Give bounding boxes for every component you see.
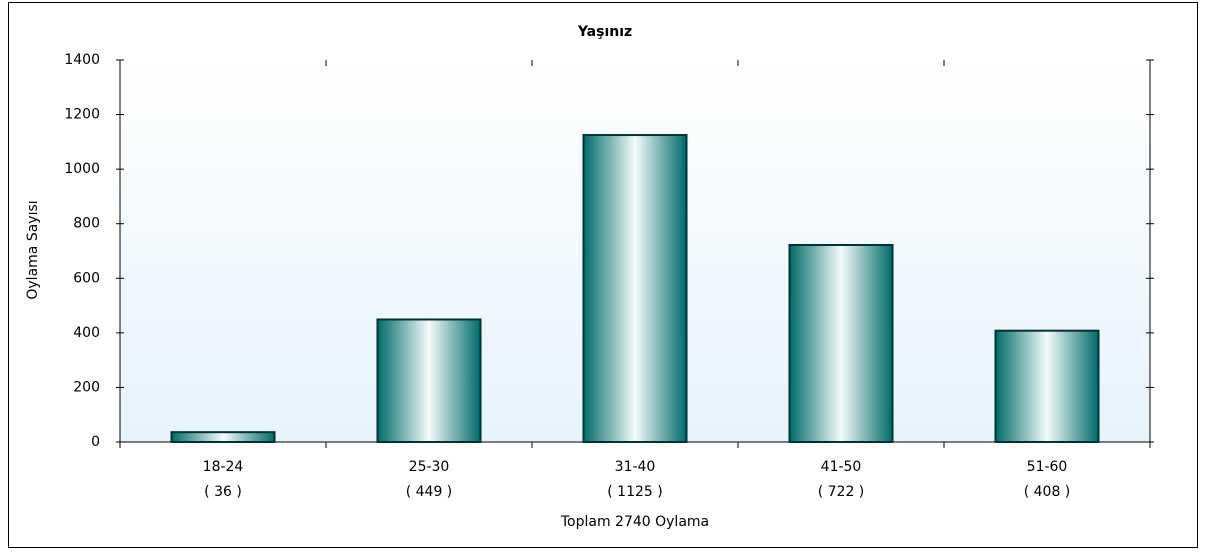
- bar: [994, 329, 1100, 443]
- y-tick-label: 0: [91, 434, 100, 450]
- value-label: ( 722 ): [818, 484, 865, 500]
- chart-title: Yaşınız: [577, 24, 632, 40]
- x-tick-label: 18-24: [203, 459, 244, 475]
- x-tick-label: 41-50: [821, 459, 862, 475]
- y-tick-label: 1400: [64, 52, 100, 68]
- bar: [582, 134, 688, 444]
- bar: [376, 318, 482, 444]
- value-label: ( 449 ): [406, 484, 453, 500]
- value-label: ( 36 ): [204, 484, 242, 500]
- y-tick-label: 400: [73, 325, 100, 341]
- value-label: ( 1125 ): [607, 484, 662, 500]
- y-tick-label: 1000: [64, 161, 100, 177]
- value-label: ( 408 ): [1024, 484, 1071, 500]
- y-tick-label: 600: [73, 270, 100, 286]
- x-tick-label: 51-60: [1027, 459, 1068, 475]
- bar: [788, 243, 894, 443]
- y-tick-label: 1200: [64, 107, 100, 123]
- y-axis-label: Oylama Sayısı: [25, 200, 41, 299]
- y-tick-label: 800: [73, 216, 100, 232]
- y-tick-label: 200: [73, 379, 100, 395]
- x-tick-label: 31-40: [615, 459, 656, 475]
- x-tick-label: 25-30: [409, 459, 450, 475]
- x-axis-label: Toplam 2740 Oylama: [560, 514, 709, 530]
- bar: [170, 431, 276, 444]
